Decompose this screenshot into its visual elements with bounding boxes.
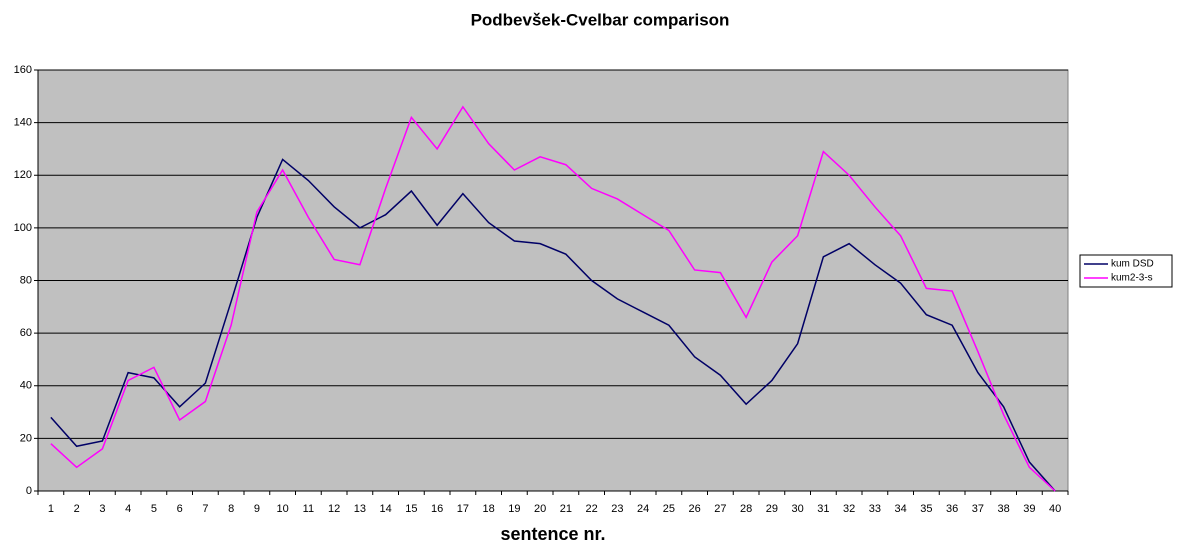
- x-tick-label: 32: [843, 503, 855, 515]
- x-tick-label: 10: [277, 503, 289, 515]
- x-tick-label: 16: [431, 503, 443, 515]
- x-tick-label: 23: [611, 503, 623, 515]
- x-tick-label: 13: [354, 503, 366, 515]
- x-tick-label: 20: [534, 503, 546, 515]
- x-tick-label: 12: [328, 503, 340, 515]
- x-tick-label: 27: [714, 503, 726, 515]
- x-tick-label: 14: [380, 503, 392, 515]
- y-tick-label: 60: [20, 327, 32, 339]
- x-tick-label: 25: [663, 503, 675, 515]
- legend-box: [1079, 254, 1173, 288]
- x-tick-label: 34: [895, 503, 907, 515]
- x-tick-label: 36: [946, 503, 958, 515]
- series-line: [50, 105, 1056, 492]
- y-tick-label: 100: [14, 222, 32, 234]
- x-tick-label: 21: [560, 503, 572, 515]
- x-tick-label: 39: [1023, 503, 1035, 515]
- y-tick-label: 80: [20, 274, 32, 286]
- x-tick-label: 6: [177, 503, 183, 515]
- x-tick-label: 7: [202, 503, 208, 515]
- chart-title: Podbevšek-Cvelbar comparison: [471, 10, 730, 29]
- x-tick-label: 33: [869, 503, 881, 515]
- x-tick-label: 35: [920, 503, 932, 515]
- y-tick-label: 20: [20, 432, 32, 444]
- x-tick-label: 2: [74, 503, 80, 515]
- x-tick-label: 24: [637, 503, 649, 515]
- legend-label: kum DSD: [1111, 259, 1154, 270]
- x-tick-label: 31: [817, 503, 829, 515]
- x-tick-label: 5: [151, 503, 157, 515]
- x-tick-label: 22: [586, 503, 598, 515]
- x-tick-label: 26: [689, 503, 701, 515]
- x-tick-label: 18: [483, 503, 495, 515]
- x-tick-label: 28: [740, 503, 752, 515]
- series-line: [50, 158, 1056, 492]
- x-axis-label: sentence nr.: [500, 524, 605, 544]
- x-tick-label: 3: [99, 503, 105, 515]
- x-tick-label: 37: [972, 503, 984, 515]
- x-tick-label: 17: [457, 503, 469, 515]
- x-tick-label: 30: [792, 503, 804, 515]
- y-tick-label: 160: [14, 64, 32, 76]
- y-tick-label: 140: [14, 117, 32, 129]
- y-tick-label: 0: [26, 485, 32, 497]
- legend-label: kum2-3-s: [1111, 273, 1153, 284]
- x-tick-label: 38: [998, 503, 1010, 515]
- x-tick-label: 1: [48, 503, 54, 515]
- x-tick-label: 29: [766, 503, 778, 515]
- x-tick-label: 19: [508, 503, 520, 515]
- y-tick-label: 40: [20, 380, 32, 392]
- x-tick-label: 8: [228, 503, 234, 515]
- x-tick-label: 40: [1049, 503, 1061, 515]
- y-tick-label: 120: [14, 169, 32, 181]
- x-tick-label: 15: [405, 503, 417, 515]
- x-tick-label: 9: [254, 503, 260, 515]
- x-tick-label: 11: [303, 503, 314, 515]
- x-tick-label: 4: [125, 503, 131, 515]
